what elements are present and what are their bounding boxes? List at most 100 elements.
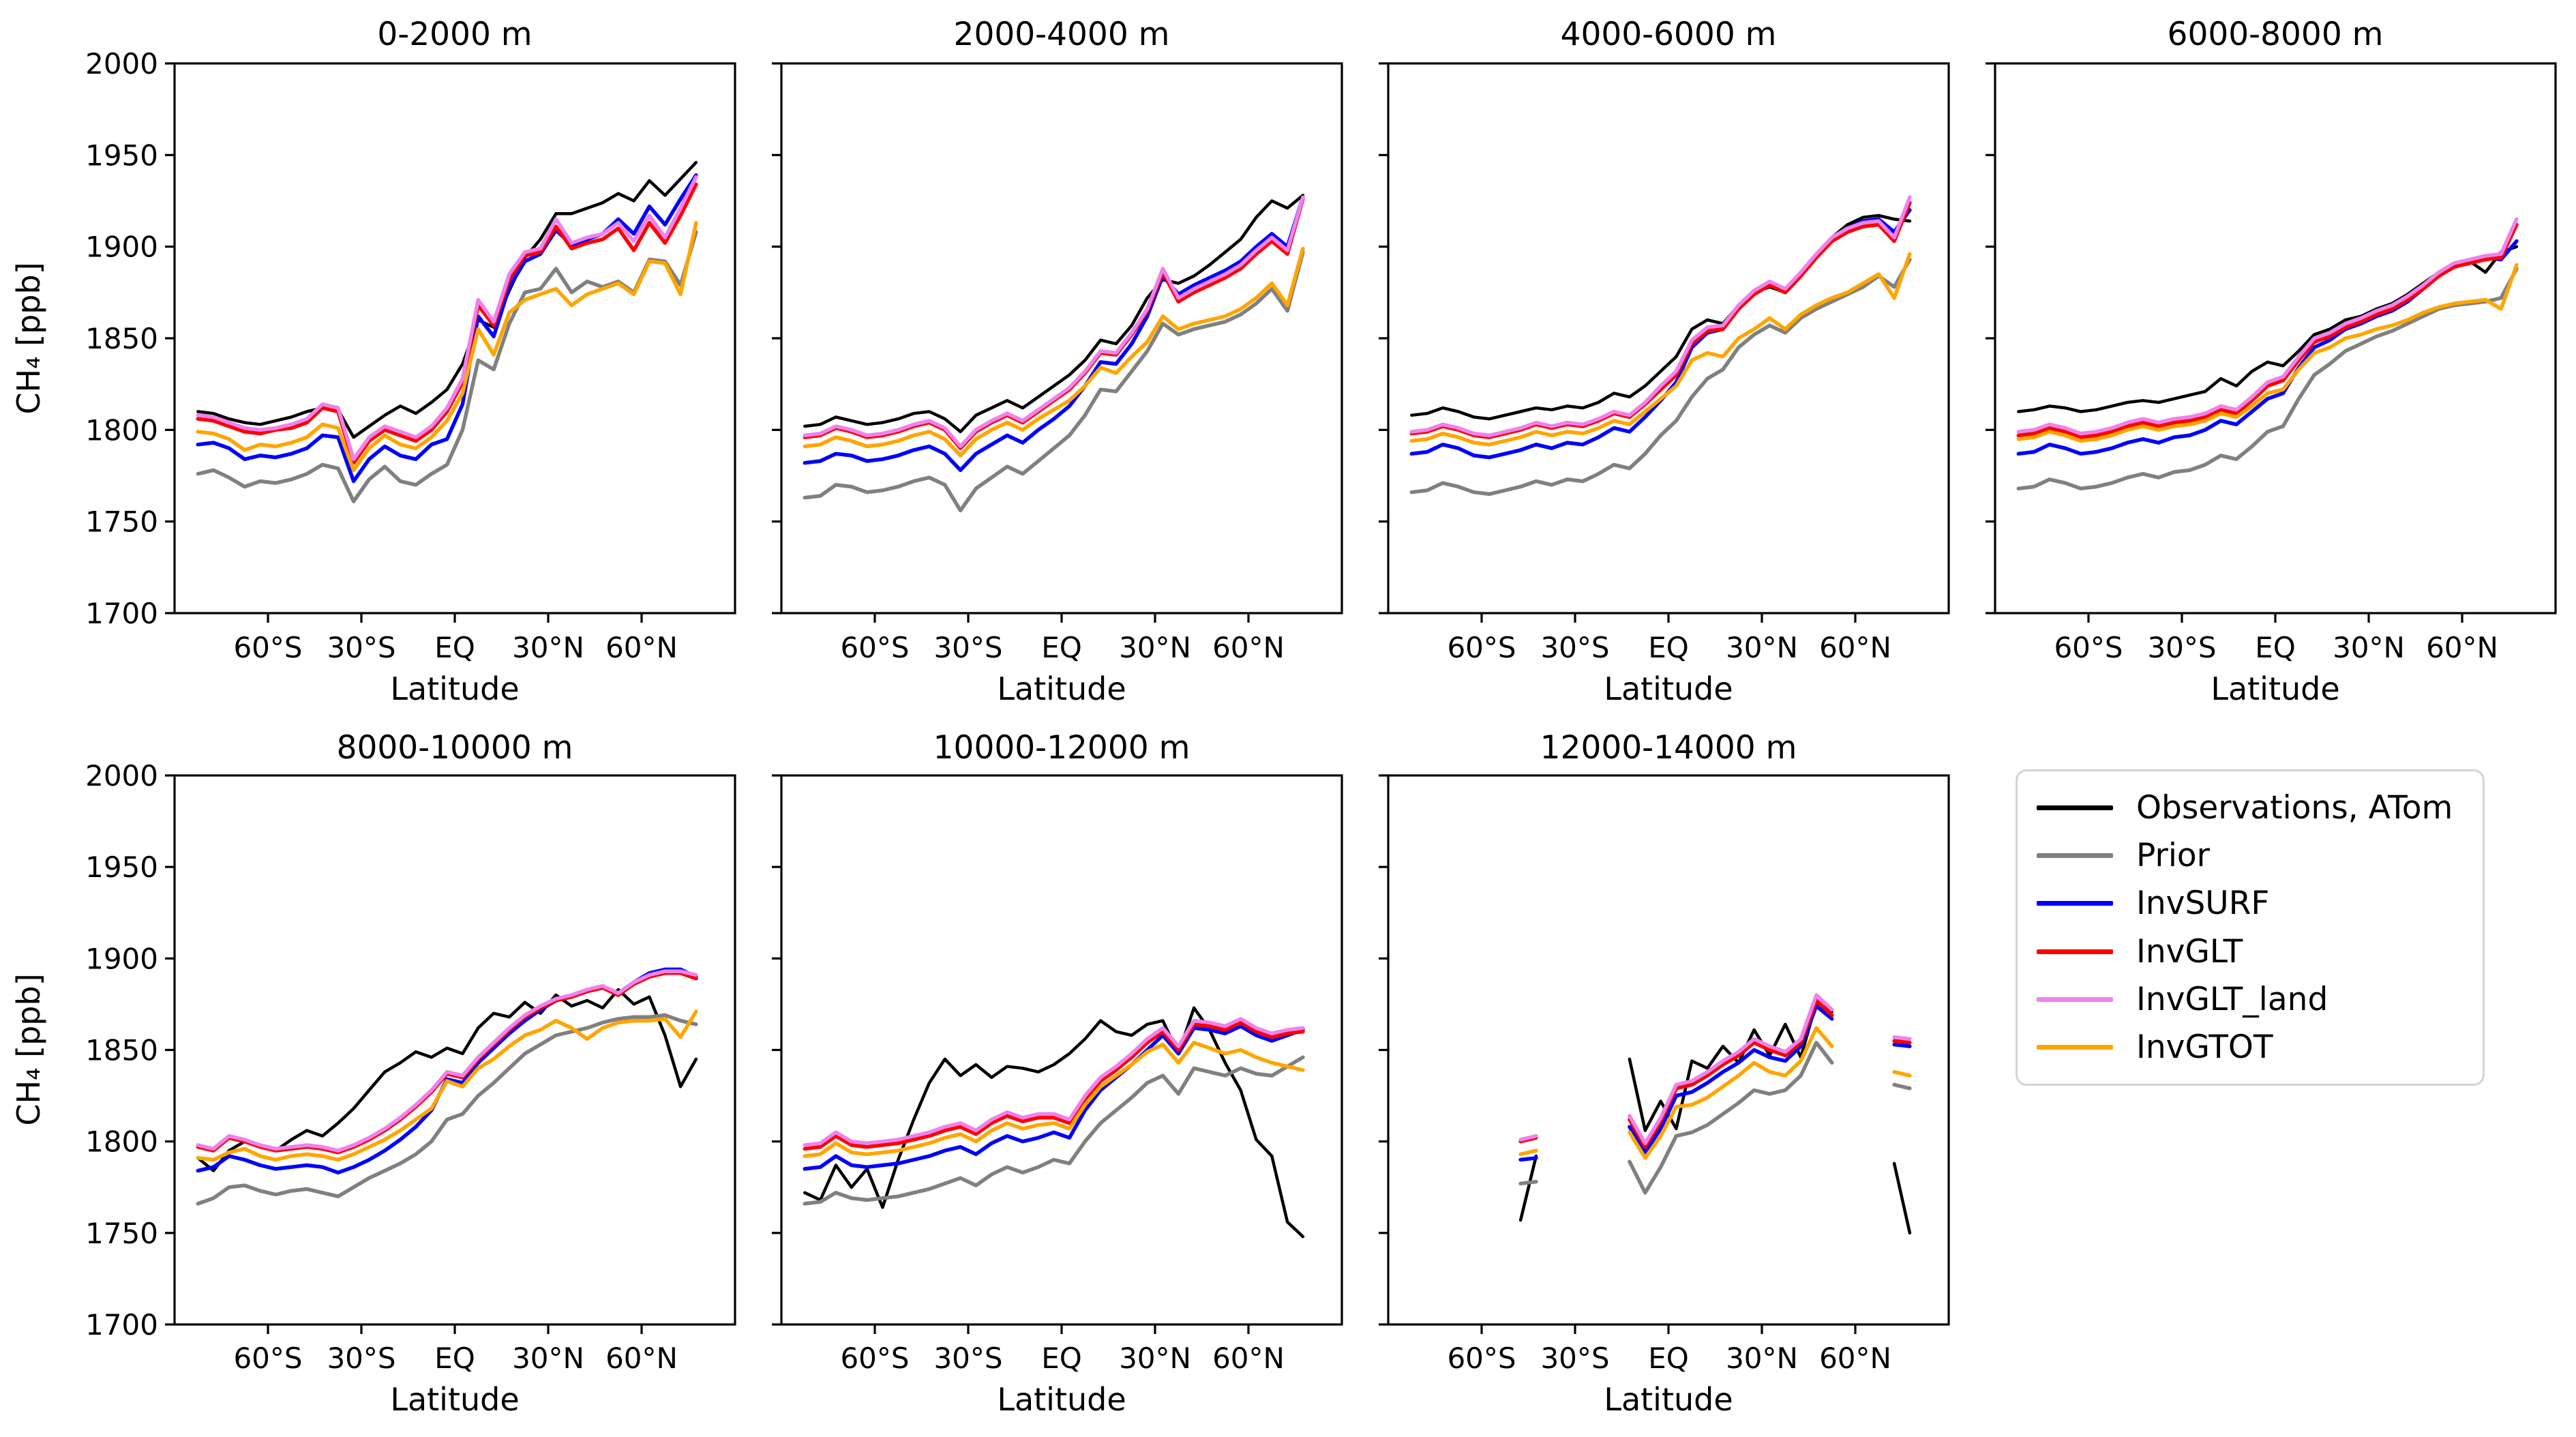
- line-Prior: [803, 1055, 1305, 1206]
- line-InvSURF: [803, 195, 1305, 473]
- x-tick-label: 60°N: [605, 631, 678, 664]
- legend-item-invsurf: InvSURF: [2037, 887, 2463, 919]
- x-tick-label: 60°S: [840, 1342, 909, 1375]
- legend-item-invglt-land: InvGLT_land: [2037, 983, 2463, 1016]
- line-Prior: [196, 230, 698, 503]
- x-tick-label: 30°S: [1540, 631, 1609, 664]
- line-InvGTOT: [2016, 263, 2519, 443]
- x-tick-label: 60°S: [2054, 631, 2123, 664]
- x-tick-label: 30°N: [1726, 1342, 1798, 1375]
- subplot-10000-12000m: 10000-12000 m 60°S 30°S EQ 30°N 60°N Latitude: [772, 729, 1343, 1418]
- subplot-8000-10000m: 8000-10000 m 60°S 30°S EQ 30°N 60°N 2000 1950 19…: [10, 729, 736, 1418]
- line-InvSURF: [803, 1024, 1305, 1171]
- x-axis-label: Latitude: [997, 1381, 1126, 1418]
- y-tick-label: 1800: [85, 1125, 158, 1159]
- x-tick-label: 60°N: [1819, 631, 1891, 664]
- axes-frame: [173, 62, 736, 614]
- x-axis-label: Latitude: [390, 670, 519, 707]
- axes-frame: [780, 774, 1343, 1326]
- line-InvGTOT: [1518, 1026, 1912, 1160]
- x-tick-label: EQ: [1041, 631, 1082, 664]
- x-tick-label: EQ: [2255, 631, 2296, 664]
- line-InvSURF: [196, 173, 698, 484]
- x-tick-label: 30°S: [327, 631, 395, 664]
- series-lines: [1409, 195, 1912, 497]
- legend-item-prior: Prior: [2037, 840, 2463, 872]
- y-tick-label: 1700: [85, 1308, 158, 1342]
- legend-label-invsurf: InvSURF: [2136, 885, 2270, 923]
- line-Prior: [803, 250, 1305, 513]
- line-InvGLT: [196, 182, 698, 465]
- axes-frame: [1387, 62, 1950, 614]
- legend-swatch-invsurf: [2037, 901, 2113, 906]
- line-InvGLT_land: [196, 175, 698, 462]
- legend-label-prior: Prior: [2136, 836, 2210, 874]
- panel-title: 8000-10000 m: [337, 729, 573, 767]
- x-tick-label: 30°S: [2147, 631, 2216, 664]
- subplot-4000-6000m: 4000-6000 m 60°S 30°S EQ 30°N 60°N Latitude: [1379, 16, 1950, 707]
- y-tick-label: 1750: [85, 505, 158, 539]
- x-axis-label: Latitude: [1604, 670, 1733, 707]
- x-tick-label: 30°N: [512, 1342, 584, 1375]
- line-Prior: [1409, 257, 1912, 497]
- x-tick-label: EQ: [1648, 631, 1689, 664]
- line-InvGTOT: [196, 220, 698, 473]
- legend-swatch-invgtot: [2037, 1045, 2113, 1050]
- y-tick-label: 2000: [85, 759, 158, 792]
- x-tick-label: 60°S: [1447, 1342, 1516, 1375]
- line-InvGTOT: [1409, 252, 1912, 447]
- y-tick-label: 1850: [85, 1034, 158, 1067]
- x-tick-label: 60°N: [1819, 1342, 1891, 1375]
- legend-swatch-observations: [2037, 805, 2113, 810]
- line-InvGLT: [2016, 222, 2519, 439]
- legend-item-invglt: InvGLT: [2037, 936, 2463, 968]
- subplot-0-2000m: 0-2000 m 60°S 30°S EQ 30°N 60°N 2000 1950 1900 18…: [10, 16, 736, 707]
- x-tick-label: 60°S: [1447, 631, 1516, 664]
- line-InvGLT: [803, 1020, 1305, 1151]
- panel-title: 4000-6000 m: [1561, 16, 1777, 53]
- y-tick-label: 1850: [85, 322, 158, 355]
- y-tick-label: 1950: [85, 138, 158, 172]
- y-axis-label: CH₄ [ppb]: [10, 262, 47, 414]
- axes-frame: [780, 62, 1343, 614]
- line-InvGLT_land: [2016, 217, 2519, 436]
- line-Prior: [2016, 267, 2519, 491]
- y-tick-label: 1800: [85, 413, 158, 447]
- line-InvGLT_land: [803, 195, 1305, 449]
- y-tick-label: 1900: [85, 942, 158, 975]
- line-Prior: [1518, 1041, 1912, 1195]
- line-Prior: [196, 1013, 698, 1206]
- legend-label-invglt-land: InvGLT_land: [2136, 980, 2328, 1018]
- line-InvGLT_land: [803, 1017, 1305, 1147]
- x-tick-label: 30°S: [327, 1342, 395, 1375]
- axes-frame: [1994, 62, 2557, 614]
- line-InvGLT: [1518, 998, 1912, 1149]
- panel-title: 6000-8000 m: [2168, 16, 2384, 53]
- x-tick-label: 60°S: [233, 1342, 302, 1375]
- y-tick-label: 1700: [85, 597, 158, 630]
- x-tick-label: 60°N: [1212, 1342, 1285, 1375]
- line-Observations-ATom: [803, 194, 1305, 434]
- series-lines: [803, 194, 1305, 513]
- line-InvGLT_land: [1409, 195, 1912, 438]
- legend-label-invglt: InvGLT: [2136, 932, 2243, 971]
- x-tick-label: 30°N: [2333, 631, 2405, 664]
- series-lines: [803, 1006, 1305, 1239]
- subplot-6000-8000m: 6000-8000 m 60°S 30°S EQ 30°N 60°N Latitude: [1986, 16, 2557, 707]
- x-tick-label: 60°N: [2426, 631, 2498, 664]
- x-tick-label: 30°S: [1540, 1342, 1609, 1375]
- x-tick-label: EQ: [434, 631, 475, 664]
- series-lines: [2016, 217, 2519, 491]
- legend-label-invgtot: InvGTOT: [2136, 1028, 2273, 1067]
- x-tick-label: 60°N: [1212, 631, 1285, 664]
- x-tick-label: EQ: [1041, 1342, 1082, 1375]
- legend: Observations, ATom Prior InvSURF InvGLT …: [2016, 769, 2485, 1086]
- legend-swatch-prior: [2037, 853, 2113, 858]
- axes-frame: [1387, 774, 1950, 1326]
- line-InvGTOT: [803, 1041, 1305, 1158]
- x-tick-label: 60°S: [233, 631, 302, 664]
- y-tick-label: 1950: [85, 850, 158, 884]
- x-tick-label: 30°N: [1119, 631, 1191, 664]
- x-axis-label: Latitude: [390, 1381, 519, 1418]
